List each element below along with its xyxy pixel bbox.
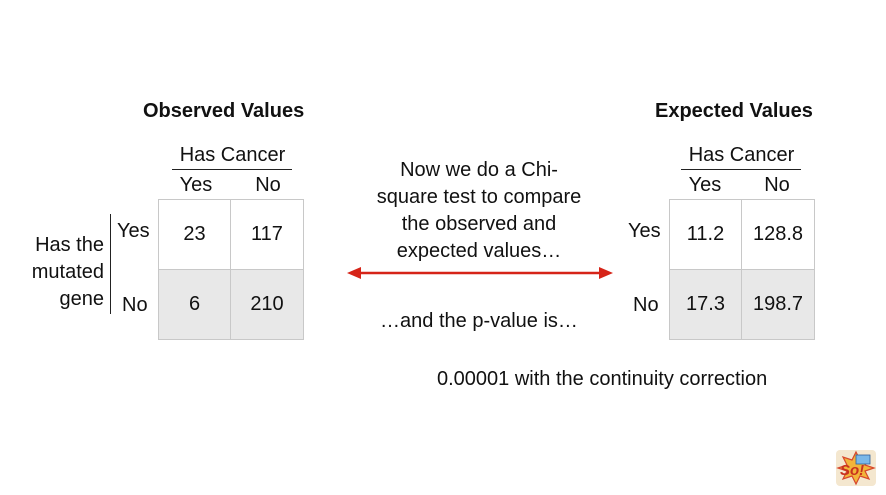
expected-col-header-yes: Yes — [688, 174, 722, 196]
logo-badge-icon — [836, 450, 876, 486]
pvalue-text: …and the p-value is… — [380, 310, 578, 332]
expected-col-header-no: No — [764, 174, 790, 196]
observed-row-group-bracket — [110, 214, 111, 314]
expected-row-header-no: No — [633, 294, 659, 316]
observed-row-group-line-2: mutated — [31, 261, 104, 283]
expected-cell-no-yes: 17.3 — [669, 269, 742, 340]
middle-line-4: expected values… — [396, 240, 562, 262]
observed-col-header-no: No — [255, 174, 281, 196]
arrow-head-right — [599, 267, 613, 279]
logo-text: So! — [840, 462, 865, 479]
middle-line-3: the observed and — [401, 213, 557, 235]
observed-cell-no-no: 210 — [230, 269, 304, 340]
observed-cell-yes-no: 117 — [230, 199, 304, 270]
arrow-head-left — [347, 267, 361, 279]
observed-row-header-yes: Yes — [117, 220, 150, 242]
observed-row-group-line-1: Has the — [35, 234, 104, 256]
observed-row-group-line-3: gene — [59, 288, 105, 310]
observed-col-group-underline — [172, 169, 292, 170]
expected-col-group-underline — [681, 169, 801, 170]
observed-row-group-label: Has the mutated gene — [14, 232, 104, 313]
observed-row-header-no: No — [122, 294, 148, 316]
observed-cell-no-yes: 6 — [158, 269, 231, 340]
statquest-logo: So! — [836, 450, 876, 486]
middle-explanation: Now we do a Chi- square test to compare … — [350, 157, 608, 265]
observed-col-group-label: Has Cancer — [179, 144, 286, 166]
expected-cell-yes-yes: 11.2 — [669, 199, 742, 270]
middle-line-1: Now we do a Chi- — [400, 159, 558, 181]
expected-col-group-label: Has Cancer — [688, 144, 795, 166]
expected-title: Expected Values — [655, 100, 813, 122]
expected-cell-yes-no: 128.8 — [741, 199, 815, 270]
observed-cell-yes-yes: 23 — [158, 199, 231, 270]
double-arrow — [347, 267, 613, 279]
observed-col-header-yes: Yes — [179, 174, 213, 196]
expected-row-header-yes: Yes — [628, 220, 661, 242]
expected-cell-no-no: 198.7 — [741, 269, 815, 340]
middle-line-2: square test to compare — [376, 186, 582, 208]
result-text: 0.00001 with the continuity correction — [437, 368, 768, 390]
observed-title: Observed Values — [143, 100, 305, 122]
